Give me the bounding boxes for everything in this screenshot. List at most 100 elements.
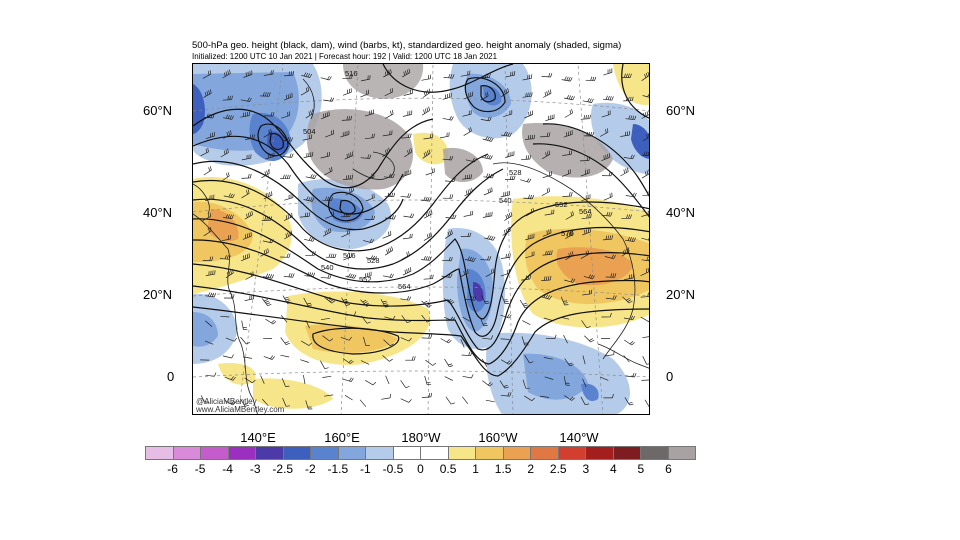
wind-barb (363, 336, 370, 347)
wind-barb (599, 128, 609, 137)
wind-barb (341, 115, 353, 121)
anomaly-patch (631, 124, 649, 159)
wind-barb (641, 256, 649, 262)
wind-barb (421, 300, 432, 308)
wind-barb (444, 358, 454, 367)
lat-label-0-left: 0 (167, 369, 175, 384)
wind-barb (384, 315, 396, 320)
anomaly-patch (413, 132, 449, 165)
colorbar-swatch (173, 447, 201, 459)
wind-barb (401, 251, 410, 260)
wind-barb (381, 393, 391, 400)
anomaly-patch (193, 84, 205, 134)
wind-barb (385, 375, 390, 385)
wind-barb (202, 70, 212, 79)
wind-barb (623, 355, 630, 363)
wind-barb (565, 230, 574, 239)
map-subtitle: Initialized: 1200 UTC 10 Jan 2021 | Fore… (192, 52, 498, 61)
wind-barb (420, 255, 432, 261)
wind-barb (403, 89, 413, 96)
wind-barb (305, 174, 317, 179)
wind-barb (283, 273, 295, 278)
wind-barb (421, 392, 433, 398)
wind-barb (500, 131, 512, 137)
wind-barb (542, 228, 552, 237)
wind-barb (621, 214, 632, 219)
wind-barb (562, 169, 571, 177)
wind-barb (480, 116, 492, 122)
wind-barb (543, 89, 552, 98)
anomaly-patch (443, 147, 483, 183)
wind-barb (640, 151, 649, 156)
wind-barb (322, 335, 334, 342)
wind-barb (400, 193, 412, 198)
wind-barb (582, 355, 586, 365)
wind-barb (444, 376, 453, 381)
wind-barb (425, 168, 435, 176)
wind-barb (481, 358, 488, 367)
lat-label-0-right: 0 (666, 369, 674, 384)
wind-barb (424, 209, 433, 219)
wind-barb (463, 127, 472, 136)
colorbar-tick-label: 0.5 (439, 462, 457, 476)
wind-barb (320, 360, 329, 370)
wind-barb (464, 187, 473, 197)
wind-barb (240, 398, 249, 407)
wind-barb (623, 315, 635, 321)
wind-barb (343, 252, 352, 261)
wind-barb (603, 68, 613, 76)
wind-barb (260, 92, 271, 97)
wind-barb (342, 74, 353, 79)
wind-barb (560, 316, 570, 320)
wind-barb (480, 73, 491, 78)
wind-barb (460, 70, 471, 77)
wind-barb (482, 136, 494, 142)
wind-barb (500, 392, 512, 397)
anomaly-patch (590, 102, 649, 174)
wind-barb (205, 270, 216, 276)
wind-barb (604, 350, 615, 357)
wind-barb (522, 92, 533, 98)
anomaly-patch (581, 383, 599, 402)
wind-barb (382, 130, 393, 137)
wind-barb (223, 193, 235, 199)
wind-barb (344, 395, 353, 401)
wind-barb (643, 133, 649, 142)
colorbar-tick-label: 1.5 (494, 462, 512, 476)
wind-barb (281, 378, 290, 387)
wind-barb (400, 296, 412, 301)
wind-barb (323, 97, 335, 102)
wind-barb (563, 94, 575, 101)
wind-barb (441, 273, 453, 278)
colorbar (145, 446, 696, 460)
wind-barb (521, 275, 531, 281)
wind-barb (624, 397, 634, 406)
wind-barb (322, 375, 332, 378)
wind-barb (505, 71, 516, 78)
wind-barb (244, 134, 255, 140)
wind-barb (580, 250, 590, 259)
wind-barb (320, 111, 330, 120)
wind-barb (203, 166, 212, 176)
wind-barb (582, 289, 593, 296)
wind-barb (423, 274, 434, 280)
wind-barb (263, 128, 272, 138)
wind-barb (641, 71, 649, 81)
height-contour (312, 327, 400, 355)
lon-label-160w: 160°W (478, 430, 518, 445)
wind-barb (345, 273, 357, 279)
wind-barb (382, 355, 393, 362)
wind-barb (382, 230, 392, 239)
wind-barb (541, 150, 551, 160)
colorbar-swatch (641, 447, 669, 459)
wind-barb (465, 296, 477, 301)
wind-barb (320, 274, 332, 279)
height-contour (257, 123, 289, 157)
colorbar-swatch (558, 447, 586, 459)
wind-barb (364, 109, 374, 117)
wind-barb (222, 354, 234, 359)
wind-barb (459, 268, 469, 278)
wind-barb (262, 238, 274, 244)
wind-barb (542, 171, 552, 178)
anomaly-patch (613, 64, 649, 105)
